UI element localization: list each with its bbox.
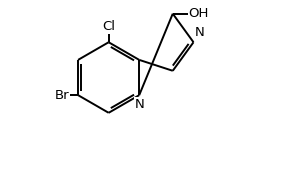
Text: Cl: Cl bbox=[102, 20, 115, 33]
Text: Br: Br bbox=[55, 89, 69, 102]
Text: N: N bbox=[195, 26, 205, 39]
Text: N: N bbox=[134, 98, 144, 111]
Text: OH: OH bbox=[188, 7, 209, 20]
